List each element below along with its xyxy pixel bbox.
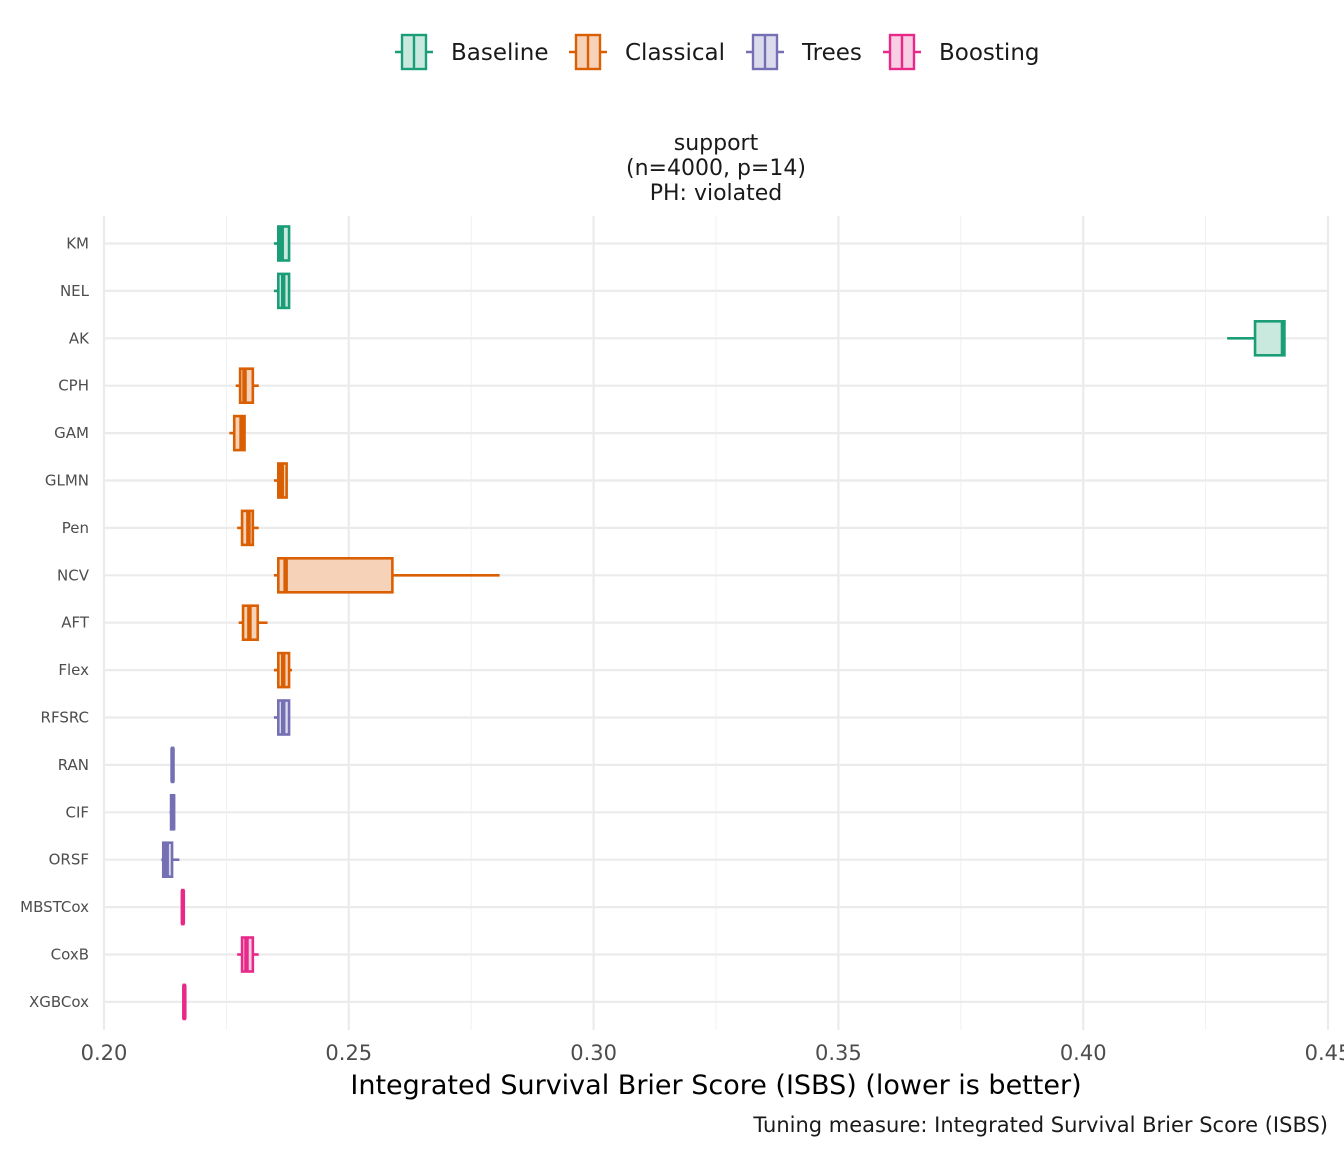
- boxplot-rfsrc: [273, 699, 291, 736]
- y-tick-label: CoxB: [51, 946, 89, 964]
- y-tick-label: GLMN: [45, 472, 89, 490]
- facet-title: support (n=4000, p=14) PH: violated: [626, 131, 806, 206]
- x-tick-label: 0.30: [570, 1041, 617, 1065]
- box: [276, 556, 394, 594]
- boxplot-km: [273, 225, 291, 262]
- y-tick-label: AK: [69, 329, 90, 347]
- boxplot-gam: [229, 414, 246, 452]
- boxplot-nel: [273, 272, 291, 310]
- facet-title-line-3: PH: violated: [650, 181, 783, 206]
- boxplot-xgbcox: [182, 983, 187, 1021]
- boxplot-orsf: [161, 841, 180, 879]
- legend-label: Trees: [801, 40, 862, 66]
- y-tick-label: GAM: [54, 424, 89, 442]
- caption: Tuning measure: Integrated Survival Brie…: [752, 1113, 1328, 1137]
- boxplot-pen: [237, 509, 259, 547]
- y-tick-label: CIF: [65, 803, 89, 821]
- plot-grid: [102, 216, 1330, 1030]
- y-tick-label: KM: [66, 235, 89, 253]
- legend-label: Boosting: [939, 40, 1040, 66]
- x-axis-label: Integrated Survival Brier Score (ISBS) (…: [350, 1070, 1081, 1101]
- y-tick-label: MBSTCox: [20, 898, 89, 916]
- legend-item-baseline: Baseline: [395, 33, 549, 71]
- legend-item-classical: Classical: [569, 33, 725, 71]
- x-tick-label: 0.35: [815, 1041, 862, 1065]
- boxplot-ncv: [273, 556, 500, 594]
- x-tick-label: 0.40: [1060, 1041, 1107, 1065]
- legend-item-boosting: Boosting: [883, 33, 1040, 71]
- y-tick-label: RAN: [58, 756, 89, 774]
- y-tick-label: XGBCox: [29, 993, 89, 1011]
- x-tick-label: 0.20: [81, 1041, 128, 1065]
- y-axis-ticks: KM NEL AK CPH GAM GLMN Pen NCV AFT Flex RFSRC RAN CI…: [20, 235, 90, 1011]
- boxplot-ak: [1227, 319, 1286, 357]
- legend-item-trees: Trees: [746, 33, 862, 71]
- x-tick-label: 0.45: [1305, 1041, 1344, 1065]
- facet-title-line-2: (n=4000, p=14): [626, 156, 806, 181]
- legend-label: Baseline: [451, 40, 549, 66]
- boxplot-aft: [238, 604, 268, 642]
- boxplot-glmn: [273, 462, 288, 499]
- y-tick-label: AFT: [61, 614, 90, 632]
- x-tick-label: 0.25: [325, 1041, 372, 1065]
- y-tick-label: NEL: [60, 282, 90, 300]
- boxplot-cph: [235, 367, 259, 405]
- boxplots: [161, 225, 1286, 1021]
- y-tick-label: CPH: [58, 377, 89, 395]
- box: [1253, 319, 1286, 357]
- y-tick-label: Flex: [58, 661, 89, 679]
- boxplot-cif: [169, 793, 176, 831]
- boxplot-coxb: [237, 936, 259, 973]
- y-tick-label: RFSRC: [41, 709, 89, 727]
- legend-label: Classical: [625, 40, 725, 66]
- y-tick-label: Pen: [62, 519, 89, 537]
- y-tick-label: ORSF: [49, 851, 89, 869]
- facet-title-line-1: support: [674, 131, 759, 156]
- legend: Baseline Classical Trees Boosting: [395, 33, 1040, 71]
- boxplot-ran: [170, 746, 175, 784]
- y-tick-label: NCV: [57, 566, 90, 584]
- boxplot-mbstcox: [180, 888, 186, 926]
- boxplot-flex: [273, 651, 293, 689]
- x-axis-ticks: 0.20 0.25 0.30 0.35 0.40 0.45: [81, 1041, 1344, 1065]
